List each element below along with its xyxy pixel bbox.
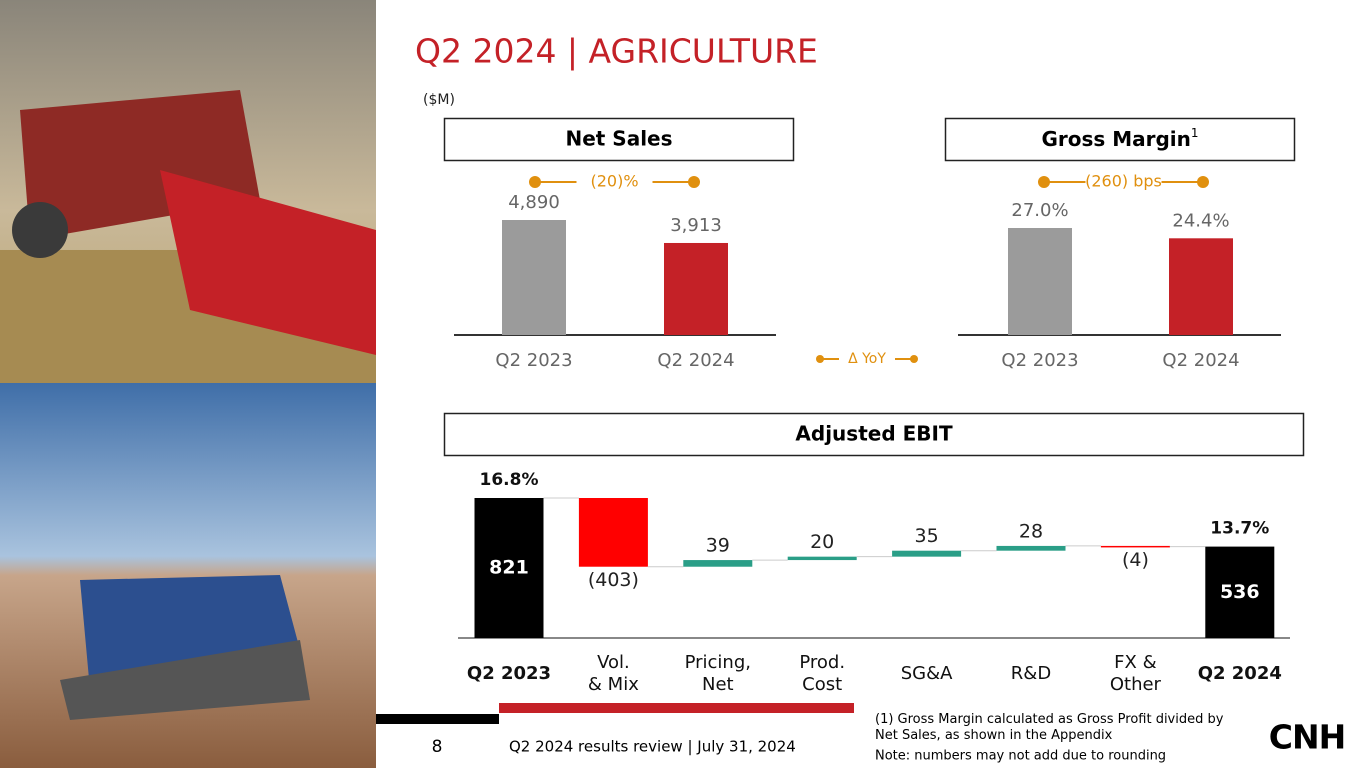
bar: [578, 498, 648, 567]
footnote: (1) Gross Margin calculated as Gross Pro…: [875, 712, 1224, 743]
text-line: Net: [702, 674, 734, 695]
x-tick-label: Prod. Cost: [799, 652, 845, 695]
x-tick-label: Q2 2024: [1198, 663, 1282, 684]
value-label: 3,913: [670, 215, 722, 236]
legend-label: Δ YoY: [848, 351, 886, 367]
title-note: 1: [1191, 126, 1199, 140]
value-label: 39: [706, 535, 730, 557]
text-line: Pricing,: [685, 652, 751, 673]
bar: [1169, 238, 1233, 335]
x-tick-label: SG&A: [901, 663, 953, 684]
change-label: (20)%: [590, 172, 638, 191]
margin-label: 13.7%: [1210, 519, 1269, 539]
text-line: Prod.: [799, 652, 845, 673]
unit-label: ($M): [423, 92, 455, 108]
page-number: 8: [432, 737, 443, 757]
bar: [892, 550, 962, 557]
value-label: 28: [1019, 520, 1043, 542]
x-tick-label: Q2 2023: [1001, 350, 1078, 371]
x-tick-label: Q2 2023: [495, 350, 572, 371]
footer-bar: [499, 703, 854, 713]
bar: [1100, 545, 1170, 548]
bar: [996, 545, 1066, 551]
legend: Δ YoY: [816, 351, 918, 367]
value-label: 27.0%: [1011, 200, 1068, 221]
bar: [787, 556, 857, 561]
footer-bar: [376, 714, 499, 724]
value-label: 24.4%: [1172, 210, 1229, 231]
chart-title: Net Sales: [565, 127, 672, 151]
text-line: FX &: [1114, 652, 1156, 673]
net-sales-box: [443, 117, 795, 162]
value-label: 20: [810, 531, 834, 553]
margin-label: 16.8%: [480, 470, 539, 490]
bar: [683, 560, 753, 567]
value-label: (403): [588, 569, 639, 591]
bar: [664, 242, 728, 335]
value-label: 536: [1220, 581, 1260, 603]
value-label: 821: [489, 557, 529, 579]
value-label: 4,890: [508, 192, 560, 213]
slide-title: Q2 2024 | AGRICULTURE: [415, 32, 818, 71]
ebit-box: [443, 412, 1305, 457]
bar: [1008, 228, 1072, 335]
photo-harvester: [0, 0, 376, 383]
bar: [1205, 546, 1275, 638]
chart-title: Adjusted EBIT: [795, 422, 953, 446]
chart-title: Gross Margin1: [1041, 126, 1198, 151]
x-tick-label: R&D: [1011, 663, 1051, 684]
footnote: Note: numbers may not add due to roundin…: [875, 749, 1166, 764]
x-tick-label: Vol. & Mix: [588, 652, 639, 695]
text-line: Vol.: [597, 652, 630, 673]
text-line: Cost: [802, 674, 842, 695]
x-tick-label: Q2 2024: [1162, 350, 1239, 371]
x-tick-label: Q2 2023: [467, 663, 551, 684]
text-line: Other: [1110, 674, 1162, 695]
gross-margin-box: [944, 117, 1296, 162]
bar: [474, 498, 544, 638]
change-label: (260) bps: [1085, 172, 1162, 191]
photo-seeder: [0, 383, 376, 768]
title-text: Gross Margin: [1041, 127, 1190, 151]
text-line: (1) Gross Margin calculated as Gross Pro…: [875, 712, 1224, 727]
text-line: & Mix: [588, 674, 639, 695]
legend-dot: [910, 355, 918, 363]
x-tick-label: Q2 2024: [657, 350, 734, 371]
x-tick-label: Pricing, Net: [685, 652, 751, 695]
value-label: 35: [915, 525, 939, 547]
footer-text: Q2 2024 results review | July 31, 2024: [509, 738, 796, 756]
bar: [502, 220, 566, 335]
value-label: (4): [1122, 549, 1149, 571]
text-line: Net Sales, as shown in the Appendix: [875, 728, 1113, 743]
logo: CNH: [1269, 718, 1345, 757]
x-tick-label: FX & Other: [1110, 652, 1162, 695]
